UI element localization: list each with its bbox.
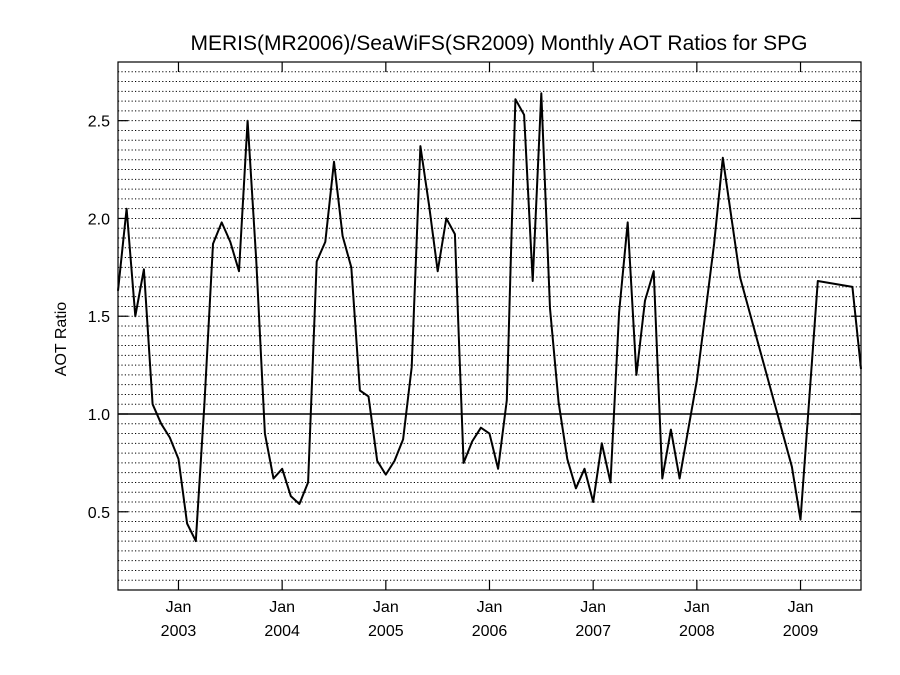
y-axis-label: AOT Ratio: [53, 302, 70, 377]
x-tick-label-month: Jan: [166, 599, 192, 616]
x-tick-label-month: Jan: [788, 599, 814, 616]
y-tick-label: 2.5: [88, 114, 110, 131]
y-tick-label: 0.5: [88, 505, 110, 522]
x-axis-ticks: Jan 2003 Jan 2004 Jan 2005 Jan 2006 Jan 2007 Jan 20…: [161, 62, 819, 640]
y-axis-ticks: 0.5 1.0 1.5 2.0 2.5: [88, 114, 861, 522]
x-tick-label-year: 2008: [679, 623, 715, 640]
x-tick-label-year: 2007: [575, 623, 611, 640]
x-tick-label-year: 2006: [472, 623, 508, 640]
y-tick-label: 1.0: [88, 407, 110, 424]
x-tick-label-month: Jan: [684, 599, 710, 616]
x-tick-label-year: 2009: [783, 623, 819, 640]
x-tick-label-month: Jan: [269, 599, 295, 616]
x-tick-label-year: 2004: [264, 623, 300, 640]
x-tick-label-month: Jan: [580, 599, 606, 616]
y-tick-label: 1.5: [88, 309, 110, 326]
x-tick-label-month: Jan: [477, 599, 503, 616]
grid-lines: [118, 71, 861, 581]
chart-title: MERIS(MR2006)/SeaWiFS(SR2009) Monthly AO…: [191, 32, 808, 55]
x-tick-label-year: 2003: [161, 623, 197, 640]
series-line: [117, 92, 862, 543]
y-tick-label: 2.0: [88, 211, 110, 228]
x-tick-label-month: Jan: [373, 599, 399, 616]
x-tick-label-year: 2005: [368, 623, 404, 640]
